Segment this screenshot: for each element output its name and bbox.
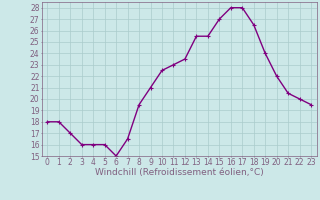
X-axis label: Windchill (Refroidissement éolien,°C): Windchill (Refroidissement éolien,°C) xyxy=(95,168,264,177)
